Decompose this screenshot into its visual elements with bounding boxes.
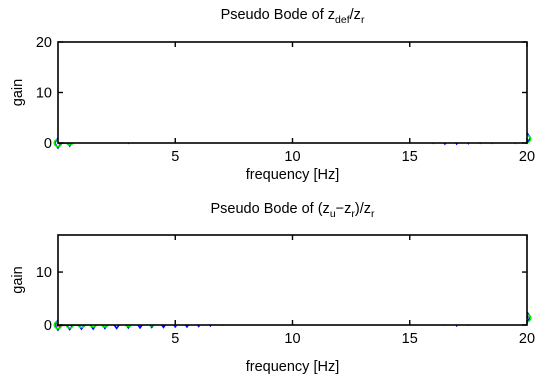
y-axis-label: gain (10, 266, 26, 293)
chart-panel-1: Pseudo Bode of zdef/zr 5 10 15 20 0 10 20 freque… (10, 7, 535, 183)
title-part: −z (336, 201, 352, 217)
title-part: Pseudo Bode of z (221, 7, 335, 23)
x-axis-label: frequency [Hz] (246, 359, 340, 375)
x-tick-label: 15 (402, 149, 418, 165)
title-part: )/z (355, 201, 371, 217)
y-tick-label: 20 (36, 35, 52, 51)
x-tick-label: 20 (519, 331, 535, 347)
y-tick-label: 0 (44, 318, 52, 334)
x-tick-label: 10 (284, 149, 300, 165)
title-part: r (361, 14, 365, 26)
y-tick-label: 10 (36, 86, 52, 102)
chart-panel-2: Pseudo Bode of (zu−zr)/zr5 10 15 20010frequ… (10, 201, 535, 375)
y-axis-label: gain (10, 79, 26, 106)
x-tick-label: 20 (519, 149, 535, 165)
title-part: r (371, 208, 375, 220)
title-part: def (335, 14, 350, 26)
title-part: Pseudo Bode of (z (211, 201, 330, 217)
x-tick-label: 5 (171, 331, 179, 347)
axis-frame (57, 41, 528, 144)
chart-title: Pseudo Bode of zdef/zr (221, 7, 365, 26)
title-part: /z (350, 7, 361, 23)
axis-frame (57, 234, 528, 326)
title-part: u (330, 208, 336, 220)
y-tick-label: 0 (44, 136, 52, 152)
x-tick-label: 5 (171, 149, 179, 165)
x-tick-label: 15 (402, 331, 418, 347)
chart-title: Pseudo Bode of (zu−zr)/zr (211, 201, 375, 220)
x-axis-label: frequency [Hz] (246, 167, 340, 183)
x-tick-label: 10 (284, 331, 300, 347)
y-tick-label: 10 (36, 265, 52, 281)
title-part: r (351, 208, 355, 220)
